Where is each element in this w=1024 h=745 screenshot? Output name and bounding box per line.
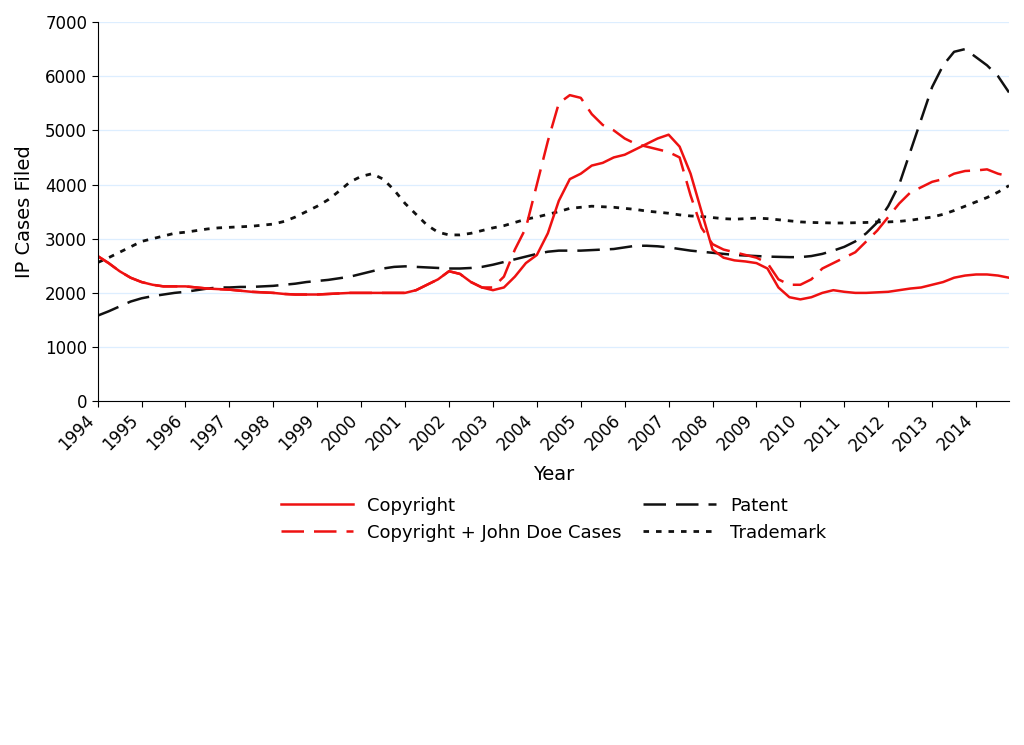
Copyright + John Doe Cases — [563, 91, 575, 100]
Line: Patent: Patent — [97, 49, 1009, 316]
Copyright + John Doe Cases — [102, 259, 115, 267]
Copyright — [795, 295, 807, 304]
Patent — [498, 258, 510, 267]
Copyright — [91, 252, 103, 261]
Patent — [146, 292, 159, 301]
Line: Copyright: Copyright — [97, 135, 1009, 299]
Copyright + John Doe Cases — [289, 290, 301, 299]
Trademark — [795, 218, 807, 226]
Trademark — [102, 253, 115, 262]
Trademark — [366, 169, 378, 178]
Copyright — [805, 293, 817, 302]
Copyright — [102, 259, 115, 267]
Trademark — [509, 218, 521, 227]
Copyright + John Doe Cases — [509, 245, 521, 254]
Patent — [827, 246, 840, 255]
Legend: Copyright, Copyright + John Doe Cases, Patent, Trademark: Copyright, Copyright + John Doe Cases, P… — [271, 488, 836, 551]
Copyright — [146, 280, 159, 289]
Copyright + John Doe Cases — [805, 275, 817, 284]
Patent — [1002, 88, 1015, 97]
Copyright — [1002, 273, 1015, 282]
Line: Copyright + John Doe Cases: Copyright + John Doe Cases — [97, 95, 1009, 294]
Copyright + John Doe Cases — [553, 99, 565, 108]
Trademark — [91, 258, 103, 267]
Line: Trademark: Trademark — [97, 174, 1009, 262]
Trademark — [1002, 181, 1015, 190]
Copyright + John Doe Cases — [849, 248, 861, 257]
Copyright — [849, 288, 861, 297]
Patent — [542, 247, 554, 256]
Trademark — [839, 218, 851, 227]
Copyright + John Doe Cases — [1002, 172, 1015, 181]
Patent — [958, 45, 971, 54]
Copyright — [663, 130, 675, 139]
Copyright — [498, 283, 510, 292]
Patent — [783, 253, 796, 261]
Trademark — [146, 234, 159, 243]
Y-axis label: IP Cases Filed: IP Cases Filed — [15, 145, 34, 278]
Copyright — [542, 229, 554, 238]
Patent — [102, 307, 115, 316]
Copyright + John Doe Cases — [146, 280, 159, 289]
Trademark — [553, 207, 565, 216]
Copyright + John Doe Cases — [91, 252, 103, 261]
X-axis label: Year: Year — [532, 466, 573, 484]
Patent — [91, 311, 103, 320]
